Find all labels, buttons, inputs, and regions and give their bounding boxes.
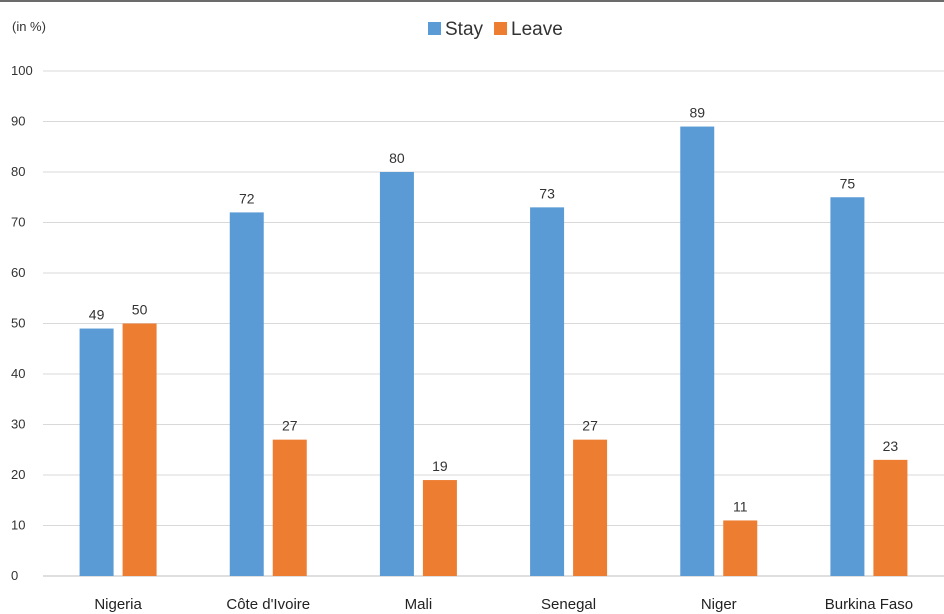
y-tick-label-100: 100: [11, 63, 33, 78]
data-labels: 49 50 72 27 80 19 73 27 89 11 75 23: [89, 105, 899, 515]
bar-leave-c-te-d-ivoire: [272, 439, 307, 576]
legend: Stay Leave: [428, 19, 563, 40]
bar-stay-mali: [379, 172, 414, 576]
data-label-leave-niger: 11: [733, 498, 748, 514]
data-label-stay-niger: 89: [689, 105, 705, 121]
legend-swatch-stay: [428, 22, 441, 35]
legend-label-leave: Leave: [511, 19, 563, 40]
bar-leave-nigeria: [122, 323, 157, 576]
bar-leave-mali: [422, 480, 457, 576]
bar-stay-c-te-d-ivoire: [229, 212, 264, 576]
y-tick-label-90: 90: [11, 114, 25, 129]
bar-stay-burkina-faso: [830, 197, 865, 576]
data-label-stay-senegal: 73: [539, 185, 555, 201]
top-rule: [0, 0, 944, 2]
data-label-leave-senegal: 27: [582, 418, 598, 434]
y-tick-label-10: 10: [11, 518, 25, 533]
x-label-mali: Mali: [405, 596, 433, 613]
data-label-stay-c-te-d-ivoire: 72: [239, 190, 255, 206]
y-tick-label-0: 0: [11, 568, 18, 583]
gridlines: [43, 70, 944, 577]
y-tick-label-80: 80: [11, 164, 25, 179]
y-tick-label-40: 40: [11, 366, 25, 381]
data-label-stay-burkina-faso: 75: [840, 175, 856, 191]
x-label-burkina-faso: Burkina Faso: [825, 596, 913, 613]
y-tick-label-50: 50: [11, 316, 25, 331]
y-tick-label-30: 30: [11, 417, 25, 432]
data-label-stay-nigeria: 49: [89, 307, 105, 323]
data-label-leave-mali: 19: [432, 458, 448, 474]
bar-stay-niger: [680, 126, 715, 577]
data-label-stay-mali: 80: [389, 150, 405, 166]
y-tick-label-70: 70: [11, 215, 25, 230]
y-axis-ticks: 0 10 20 30 40 50 60 70 80 90 100: [11, 63, 33, 583]
bar-leave-niger: [723, 520, 758, 576]
data-label-leave-burkina-faso: 23: [883, 438, 899, 454]
data-label-leave-c-te-d-ivoire: 27: [282, 418, 298, 434]
y-axis-unit-label: (in %): [12, 19, 46, 34]
bar-leave-senegal: [573, 439, 608, 576]
x-label-nigeria: Nigeria: [94, 596, 142, 613]
data-label-leave-nigeria: 50: [132, 302, 148, 318]
bar-stay-senegal: [530, 207, 565, 576]
legend-label-stay: Stay: [445, 19, 484, 40]
x-label-senegal: Senegal: [541, 596, 596, 613]
x-label-niger: Niger: [701, 596, 737, 613]
bars: [79, 126, 908, 577]
legend-swatch-leave: [494, 22, 508, 35]
bar-stay-nigeria: [79, 328, 114, 576]
y-tick-label-20: 20: [11, 467, 25, 482]
y-tick-label-60: 60: [11, 265, 25, 280]
x-axis-labels: Nigeria Côte d'Ivoire Mali Senegal Niger Burk…: [94, 596, 913, 613]
bar-leave-burkina-faso: [873, 459, 908, 576]
x-label-c-te-d-ivoire: Côte d'Ivoire: [226, 596, 310, 613]
